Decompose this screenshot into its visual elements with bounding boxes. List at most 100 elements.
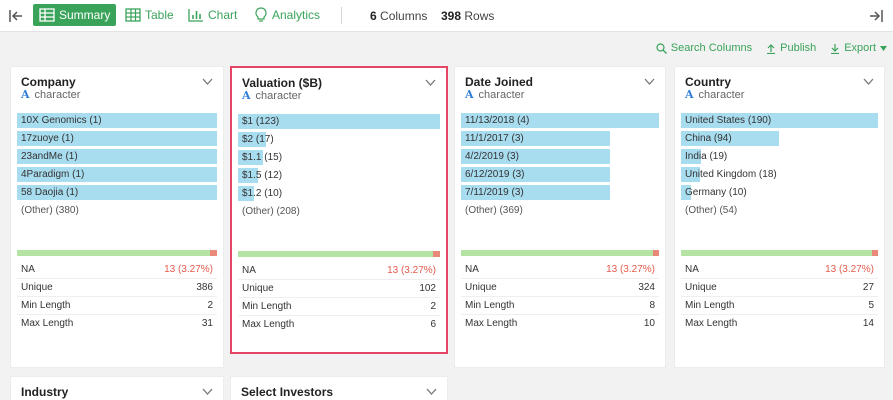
value-bar[interactable]: United States (190) <box>681 113 878 128</box>
tab-table[interactable]: Table <box>121 4 178 26</box>
tab-summary[interactable]: Summary <box>33 4 117 26</box>
collapse-left-icon[interactable] <box>7 7 25 25</box>
rows-count-value: 398 <box>441 9 462 23</box>
missing-segment <box>871 250 878 256</box>
summary-actions: Search Columns Publish Export <box>656 42 887 54</box>
value-bar-label: India (19) <box>685 151 728 162</box>
collapse-right-icon[interactable] <box>867 7 885 25</box>
chevron-down-icon[interactable] <box>202 388 213 395</box>
chevron-down-icon[interactable] <box>425 79 436 86</box>
search-columns-button[interactable]: Search Columns <box>656 42 752 54</box>
column-stats: NA 13 (3.27%) Unique 324 Min Length 8 Max L… <box>461 261 659 333</box>
value-bar[interactable]: 4/2/2019 (3) <box>461 149 659 164</box>
top-values: 10X Genomics (1) 17zuoye (1) 23andMe (1)… <box>17 113 217 218</box>
stat-max-length: Max Length 6 <box>238 316 440 334</box>
value-bar[interactable]: 17zuoye (1) <box>17 131 217 146</box>
stat-value: 13 (3.27%) <box>164 264 213 275</box>
value-bar-label: United States (190) <box>685 115 772 126</box>
value-bar[interactable]: 23andMe (1) <box>17 149 217 164</box>
stat-value: 13 (3.27%) <box>606 264 655 275</box>
data-quality-bar <box>238 251 440 257</box>
stat-key: Unique <box>242 283 274 294</box>
value-bar[interactable]: India (19) <box>681 149 878 164</box>
stat-key: Min Length <box>685 300 735 311</box>
column-card-industry[interactable]: Industry <box>10 376 224 400</box>
stat-key: NA <box>465 264 479 275</box>
stat-value: 10 <box>643 318 655 329</box>
publish-button[interactable]: Publish <box>766 42 816 54</box>
value-bar[interactable]: Germany (10) <box>681 185 878 200</box>
value-bar[interactable]: United Kingdom (18) <box>681 167 878 182</box>
value-bar[interactable]: $1.1 (15) <box>238 150 440 165</box>
other-values: (Other) (380) <box>21 205 79 216</box>
tab-chart[interactable]: Chart <box>184 4 241 26</box>
data-quality-bar <box>461 250 659 256</box>
value-bar-fill <box>17 131 217 146</box>
column-card-select-investors[interactable]: Select Investors <box>230 376 448 400</box>
tab-summary-label: Summary <box>59 8 111 22</box>
stat-min-length: Min Length 2 <box>238 298 440 316</box>
top-values: 11/13/2018 (4) 11/1/2017 (3) 4/2/2019 (3… <box>461 113 659 218</box>
search-columns-label: Search Columns <box>670 42 753 54</box>
value-bar-fill <box>681 149 701 164</box>
value-bar-label: 11/13/2018 (4) <box>465 115 530 126</box>
value-bar[interactable]: 4Paradigm (1) <box>17 167 217 182</box>
value-bar-label: 7/11/2019 (3) <box>465 187 524 198</box>
tab-analytics[interactable]: Analytics <box>250 4 324 26</box>
value-bar[interactable]: $1.2 (10) <box>238 186 440 201</box>
toolbar-divider <box>341 7 342 24</box>
value-bar-fill <box>461 113 659 128</box>
value-bar[interactable]: China (94) <box>681 131 878 146</box>
stat-max-length: Max Length 10 <box>461 315 659 333</box>
value-bar[interactable]: 11/1/2017 (3) <box>461 131 659 146</box>
stat-key: NA <box>21 264 35 275</box>
value-bar[interactable]: $2 (17) <box>238 132 440 147</box>
download-icon <box>831 43 840 54</box>
stat-key: Min Length <box>21 300 71 311</box>
value-bar-fill <box>238 186 255 201</box>
column-stats: NA 13 (3.27%) Unique 386 Min Length 2 Max L… <box>17 261 217 333</box>
top-values: $1 (123) $2 (17) $1.1 (15) $1.5 (12) $1.… <box>238 114 440 219</box>
chevron-down-icon[interactable] <box>426 388 437 395</box>
value-bar-label: $2 (17) <box>242 134 274 145</box>
tab-table-label: Table <box>145 8 174 22</box>
card-title: Country <box>685 75 731 89</box>
rows-count-label: Rows <box>464 9 495 23</box>
publish-label: Publish <box>780 42 817 54</box>
stat-key: Max Length <box>465 318 518 329</box>
stat-na: NA 13 (3.27%) <box>17 261 217 279</box>
stat-key: Unique <box>465 282 497 293</box>
value-bar-fill <box>461 185 610 200</box>
value-bar[interactable]: 11/13/2018 (4) <box>461 113 659 128</box>
stat-value: 324 <box>638 282 655 293</box>
character-type-icon: A <box>685 88 694 101</box>
value-bar[interactable]: 7/11/2019 (3) <box>461 185 659 200</box>
export-button[interactable]: Export <box>830 42 887 54</box>
value-bar-label: 4Paradigm (1) <box>21 169 85 180</box>
value-bar[interactable]: 6/12/2019 (3) <box>461 167 659 182</box>
value-bar[interactable]: $1 (123) <box>238 114 440 129</box>
stat-unique: Unique 27 <box>681 279 878 297</box>
missing-segment <box>433 251 440 257</box>
tab-chart-label: Chart <box>208 8 238 22</box>
value-bar-fill <box>238 132 266 147</box>
value-bar-fill <box>461 149 610 164</box>
value-bar[interactable]: $1.5 (12) <box>238 168 440 183</box>
value-bar[interactable]: 58 Daojia (1) <box>17 185 217 200</box>
value-bar-fill <box>17 149 217 164</box>
value-bar-fill <box>17 185 217 200</box>
stat-value: 27 <box>862 282 874 293</box>
stat-value: 13 (3.27%) <box>387 265 436 276</box>
chevron-down-icon[interactable] <box>202 78 213 85</box>
value-bar-label: United Kingdom (18) <box>685 169 777 180</box>
stat-value: 6 <box>430 319 436 330</box>
chevron-down-icon[interactable] <box>644 78 655 85</box>
value-bar[interactable]: 10X Genomics (1) <box>17 113 217 128</box>
chevron-down-icon[interactable] <box>863 78 874 85</box>
value-bar-label: 4/2/2019 (3) <box>465 151 519 162</box>
